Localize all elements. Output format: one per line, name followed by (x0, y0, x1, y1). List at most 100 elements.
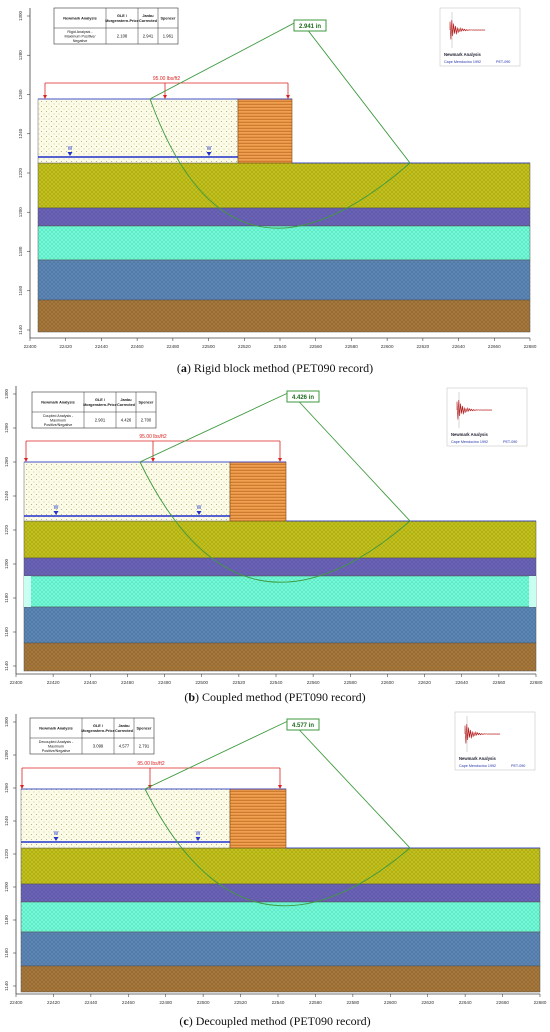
x-tick-label: 22580 (346, 1000, 359, 1005)
slope-model-b: 1300 1280 1260 1240 1220 1200 1180 1160 1140 2240… (4, 386, 543, 685)
x-tick-label: 22460 (131, 344, 144, 349)
table-header: Newmark Analysis (39, 727, 72, 731)
x-tick-label: 22560 (307, 680, 320, 685)
x-tick-label: 22540 (272, 1000, 285, 1005)
slope-model-a: 1300 1280 1260 1240 1220 1200 1180 1160 1140 2240… (18, 7, 537, 349)
table-header: Morgenstern-Price (81, 729, 115, 733)
table-value: 4.577 (119, 744, 130, 749)
table-header: Janbu (120, 398, 132, 402)
table-row-label: Positive/Negative (42, 749, 71, 753)
table-header: Morgenstern-Price (105, 19, 139, 23)
slope-model-c: 1300 1280 1260 1240 1220 1200 1180 1160 1140 2240… (4, 711, 547, 1005)
load-arrow-head (43, 95, 47, 99)
table-value: 4.426 (121, 418, 132, 423)
water-marker-icon (67, 152, 73, 156)
load-arrow-head (278, 785, 282, 789)
x-tick-label: 22400 (10, 680, 23, 685)
cyan-layer-hatch (24, 576, 536, 607)
model-group: 1300 1280 1260 1240 1220 1200 1180 1160 1140 2240… (4, 711, 547, 1005)
y-tick-label: 1200 (4, 881, 9, 892)
load-arrow-head (286, 95, 290, 99)
table-header: Newmark Analysis (41, 401, 74, 405)
blue-layer-hatch (21, 932, 540, 966)
x-tick-label: 22620 (416, 344, 429, 349)
water-marker-icon (53, 511, 59, 515)
x-tick-label: 22660 (492, 680, 505, 685)
table-header: Corrected (117, 403, 136, 407)
displacement-label: 4.426 in (292, 395, 314, 401)
x-tick-label: 22480 (158, 680, 171, 685)
load-label: 95.00 lbs/ft2 (139, 434, 166, 440)
x-tick-label: 22440 (84, 680, 97, 685)
x-tick-label: 22620 (418, 680, 431, 685)
table-header: Spencer (161, 17, 177, 21)
retaining-wall (237, 98, 293, 164)
y-tick-label: 1140 (4, 981, 9, 991)
table-row-label: Negative (73, 39, 88, 43)
x-tick-label: 22480 (159, 1000, 172, 1005)
x-tick-label: 22500 (202, 344, 215, 349)
x-tick-label: 22660 (496, 1000, 509, 1005)
table-row-label: Maximum (48, 745, 64, 749)
x-tick-label: 22620 (421, 1000, 434, 1005)
y-tick-label: 1140 (18, 325, 23, 335)
displacement-box (293, 19, 327, 32)
results-table: Newmark Analysis GLE /Morgenstern-Price 3.… (29, 717, 155, 755)
y-tick-label: 1140 (4, 661, 9, 671)
x-tick-label: 22520 (238, 344, 251, 349)
y-tick-label: 1260 (4, 456, 9, 467)
x-tick-label: 22520 (232, 680, 245, 685)
x-tick-label: 22600 (384, 1000, 397, 1005)
x-tick-label: 22500 (197, 1000, 210, 1005)
water-label: W (54, 831, 59, 837)
inset-record: Cape Mendocino 1992 (459, 764, 496, 768)
load-arrow-head (163, 95, 167, 99)
seismograph-trace (456, 399, 493, 420)
x-tick-label: 22440 (95, 344, 108, 349)
x-tick-label: 22540 (270, 680, 283, 685)
x-tick-label: 22680 (530, 680, 543, 685)
x-tick-label: 22500 (195, 680, 208, 685)
table-header: Corrected (139, 19, 158, 23)
table-header: Janbu (142, 14, 154, 18)
y-tick-label: 1180 (4, 915, 9, 925)
x-tick-label: 22520 (234, 1000, 247, 1005)
y-tick-label: 1280 (4, 422, 9, 433)
water-label: W (196, 831, 201, 837)
x-tick-label: 22640 (455, 680, 468, 685)
y-tick-label: 1200 (18, 207, 23, 218)
x-tick-label: 22460 (121, 680, 134, 685)
cyan-layer-hatch (21, 902, 540, 932)
y-tick-label: 1260 (18, 89, 23, 100)
yellow-layer-hatch (21, 848, 540, 884)
displacement-box (286, 718, 320, 731)
y-tick-label: 1300 (18, 10, 23, 21)
inset-title: Newmark Analysis (451, 432, 489, 437)
y-tick-label: 1260 (4, 782, 9, 793)
table-row-label: Rigid Analysis - (67, 30, 93, 34)
x-tick-label: 22440 (84, 1000, 97, 1005)
retaining-wall (229, 461, 287, 522)
table-value: 2.791 (139, 744, 150, 749)
yellow-layer-hatch (38, 163, 530, 208)
x-tick-label: 22560 (309, 1000, 322, 1005)
displacement-box (286, 390, 320, 403)
panel-a: 1300 1280 1260 1240 1220 1200 1180 1160 1140 2240… (0, 0, 550, 378)
inset-title: Newmark Analysis (459, 756, 497, 761)
x-tick-label: 22580 (345, 344, 358, 349)
y-tick-label: 1160 (4, 627, 9, 637)
slip-surface (149, 19, 411, 229)
x-tick-label: 22600 (381, 344, 394, 349)
water-label: W (68, 146, 73, 152)
water-marker-icon (195, 837, 201, 841)
y-tick-label: 1180 (4, 593, 9, 603)
table-value: 2.901 (95, 418, 106, 423)
table-header: Spencer (139, 401, 155, 405)
inset-record: Cape Mendocino 1992 (444, 60, 481, 64)
table-header: Morgenstern-Price (83, 403, 117, 407)
inset-record: Cape Mendocino 1992 (451, 440, 488, 444)
table-header: GLE / (95, 398, 106, 402)
inset-station: PET-090 (496, 60, 510, 64)
load-label: 95.00 lbs/ft2 (153, 76, 180, 82)
y-tick-label: 1300 (4, 388, 9, 399)
